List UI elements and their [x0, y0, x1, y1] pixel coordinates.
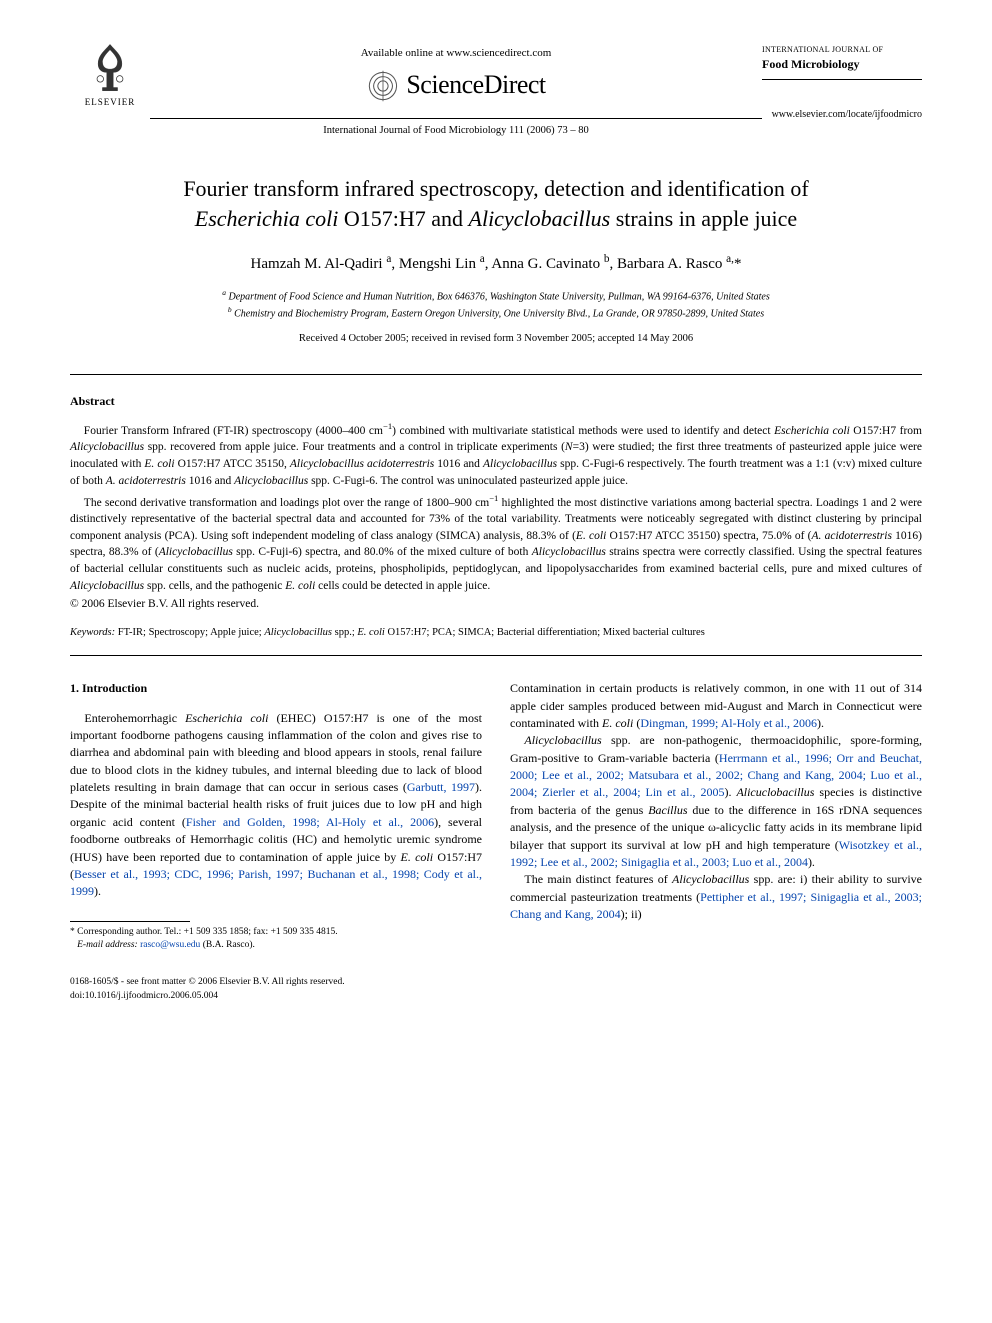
- body-columns: 1. Introduction Enterohemorrhagic Escher…: [70, 680, 922, 952]
- article-title: Fourier transform infrared spectroscopy,…: [70, 174, 922, 233]
- article-dates: Received 4 October 2005; received in rev…: [70, 332, 922, 347]
- section-1-heading: 1. Introduction: [70, 680, 482, 697]
- abstract-p2: The second derivative transformation and…: [70, 492, 922, 595]
- elsevier-logo-block: ELSEVIER: [70, 40, 150, 109]
- center-header: Available online at www.sciencedirect.co…: [150, 40, 762, 138]
- sciencedirect-swirl-icon: [366, 69, 400, 103]
- corresponding-footnote: * Corresponding author. Tel.: +1 509 335…: [70, 926, 482, 953]
- intro-p3: The main distinct features of Alicycloba…: [510, 871, 922, 923]
- journal-small-label: INTERNATIONAL JOURNAL OF: [762, 44, 922, 55]
- keywords-label: Keywords:: [70, 627, 115, 638]
- citation-line: International Journal of Food Microbiolo…: [150, 124, 762, 139]
- page-header: ELSEVIER Available online at www.science…: [70, 40, 922, 138]
- journal-block: INTERNATIONAL JOURNAL OF Food Microbiolo…: [762, 40, 922, 122]
- sciencedirect-wordmark: ScienceDirect: [406, 67, 545, 103]
- divider-rule-2: [70, 655, 922, 656]
- authors-line: Hamzah M. Al-Qadiri a, Mengshi Lin a, An…: [70, 252, 922, 275]
- ref-link[interactable]: Garbutt, 1997: [407, 780, 475, 794]
- affiliation-a-text: Department of Food Science and Human Nut…: [229, 291, 770, 302]
- keywords-line: Keywords: FT-IR; Spectroscopy; Apple jui…: [70, 626, 922, 641]
- abstract-copyright: © 2006 Elsevier B.V. All rights reserved…: [70, 596, 922, 612]
- affiliation-b-text: Chemistry and Biochemistry Program, East…: [234, 309, 764, 320]
- intro-p1-cont: Contamination in certain products is rel…: [510, 680, 922, 732]
- ref-link[interactable]: Fisher and Golden, 1998; Al-Holy et al.,…: [186, 815, 434, 829]
- journal-name: Food Microbiology: [762, 56, 922, 73]
- affiliation-b: b Chemistry and Biochemistry Program, Ea…: [70, 304, 922, 321]
- available-online-line: Available online at www.sciencedirect.co…: [150, 46, 762, 61]
- ref-link[interactable]: Dingman, 1999; Al-Holy et al., 2006: [640, 716, 817, 730]
- footnote-rule: [70, 921, 190, 922]
- affiliation-a: a Department of Food Science and Human N…: [70, 287, 922, 304]
- left-column: 1. Introduction Enterohemorrhagic Escher…: [70, 680, 482, 952]
- page-footer: 0168-1605/$ - see front matter © 2006 El…: [70, 976, 922, 1003]
- divider-rule: [70, 374, 922, 375]
- footer-line-1: 0168-1605/$ - see front matter © 2006 El…: [70, 977, 345, 987]
- email-link[interactable]: rasco@wsu.edu: [140, 940, 200, 950]
- keywords-text: FT-IR; Spectroscopy; Apple juice; Alicyc…: [118, 627, 705, 638]
- intro-p2: Alicyclobacillus spp. are non-pathogenic…: [510, 732, 922, 871]
- ref-link[interactable]: Besser et al., 1993; CDC, 1996; Parish, …: [70, 867, 482, 898]
- abstract-heading: Abstract: [70, 393, 922, 410]
- intro-p1: Enterohemorrhagic Escherichia coli (EHEC…: [70, 710, 482, 901]
- abstract-p1: Fourier Transform Infrared (FT-IR) spect…: [70, 420, 922, 490]
- elsevier-label: ELSEVIER: [85, 96, 136, 109]
- right-column: Contamination in certain products is rel…: [510, 680, 922, 952]
- elsevier-tree-icon: [83, 40, 137, 94]
- footer-doi: doi:10.1016/j.ijfoodmicro.2006.05.004: [70, 991, 218, 1001]
- sciencedirect-logo: ScienceDirect: [150, 67, 762, 103]
- journal-url: www.elsevier.com/locate/ijfoodmicro: [762, 108, 922, 122]
